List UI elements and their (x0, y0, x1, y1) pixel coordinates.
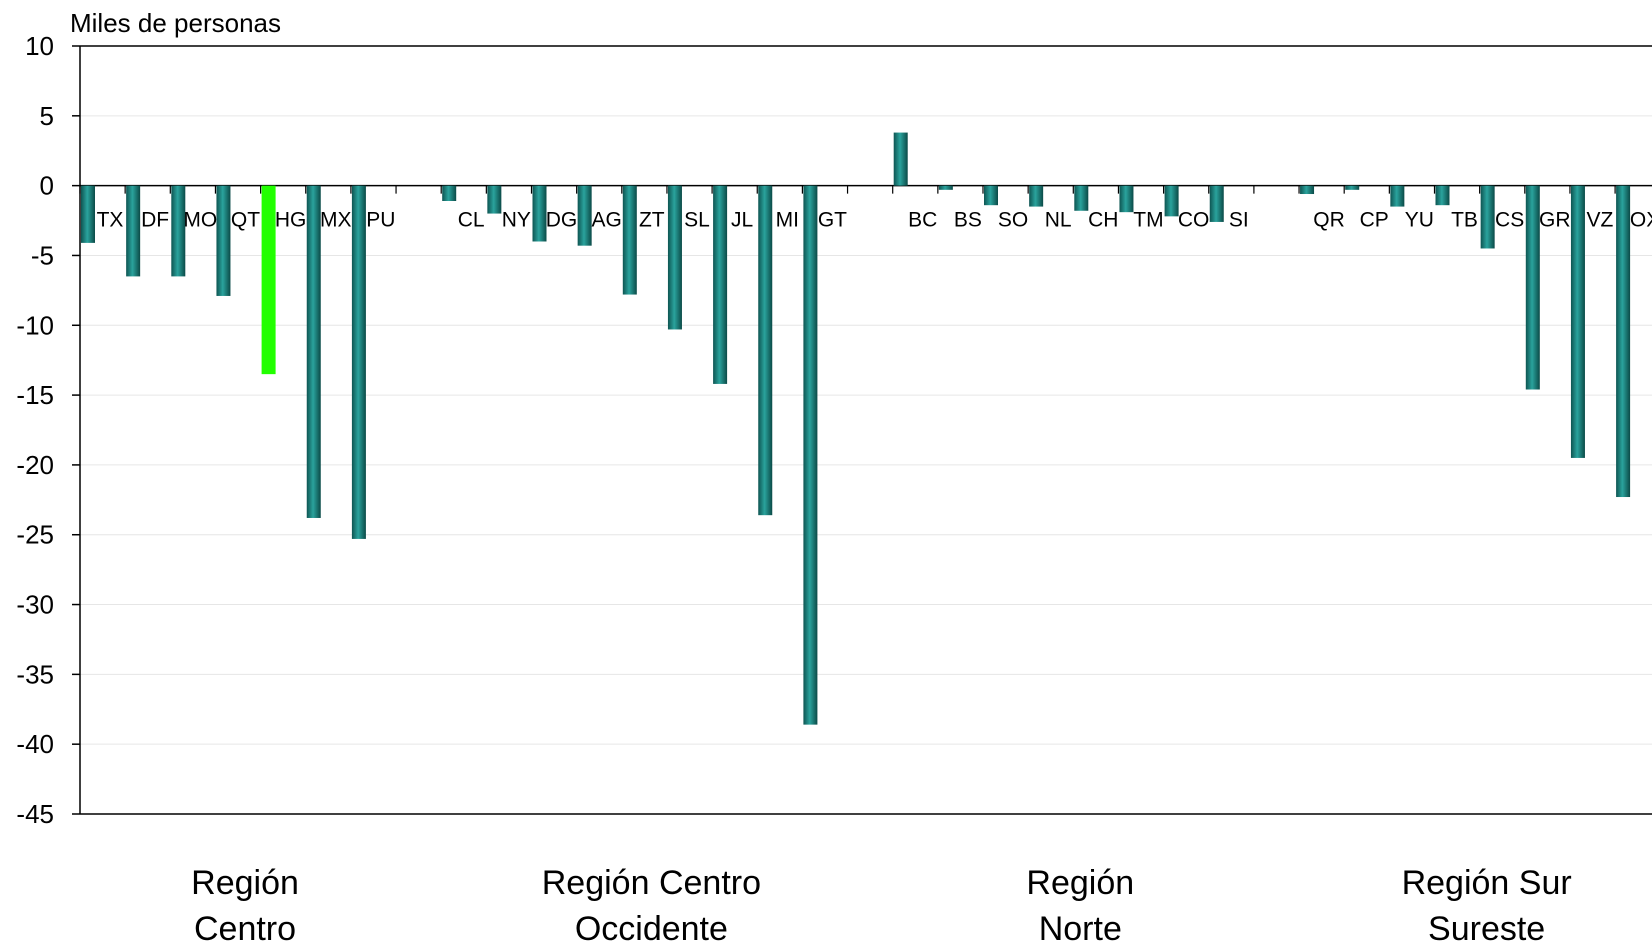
category-label-gr: GR (1539, 209, 1571, 232)
category-label-tb: TB (1451, 209, 1478, 232)
y-tick-label: 10 (25, 31, 54, 61)
gridlines (80, 45, 1652, 745)
category-label-bc: BC (908, 209, 937, 232)
category-label-sl: SL (684, 209, 710, 232)
category-label-df: DF (141, 209, 169, 232)
bar-nl (1029, 185, 1044, 207)
region-label: Región Sur (1402, 864, 1572, 902)
category-label-zt: ZT (639, 209, 665, 232)
category-label-cs: CS (1495, 209, 1524, 232)
region-label: Región (1026, 864, 1134, 902)
category-labels: TX DF MO QT HG MX PU CL NY DG AG ZT SL JL MI GT BC BS SO NL… (97, 209, 1652, 232)
bar-dg (532, 185, 547, 242)
category-label-nl: NL (1045, 209, 1072, 232)
bar-cs (1480, 185, 1495, 249)
category-label-pu: PU (366, 209, 395, 232)
category-label-tx: TX (97, 209, 124, 232)
bar-gt (803, 185, 818, 725)
bar-sl (667, 185, 682, 330)
y-tick-label: -5 (31, 240, 54, 270)
category-label-ny: NY (502, 209, 531, 232)
region-label: Norte (1039, 910, 1122, 946)
bar-zt (622, 185, 637, 295)
category-label-si: SI (1229, 209, 1249, 232)
bar-mo (171, 185, 186, 277)
region-labels: Región Centro Región Centro Occidente Región… (191, 864, 1572, 946)
category-label-cl: CL (458, 209, 485, 232)
bar-gr (1525, 185, 1540, 390)
category-label-ox: OX (1630, 209, 1652, 232)
category-label-mo: MO (183, 209, 217, 232)
bar-tb (1435, 185, 1450, 206)
y-tick-label: -10 (16, 310, 54, 340)
bar-hg (261, 185, 276, 375)
category-label-bs: BS (954, 209, 982, 232)
category-label-qr: QR (1313, 209, 1345, 232)
region-label: Región Centro (542, 864, 761, 902)
bar-tm (1119, 185, 1134, 213)
bar-si (1209, 185, 1224, 222)
category-label-mx: MX (320, 209, 352, 232)
bar-mi (758, 185, 773, 516)
category-label-ch: CH (1088, 209, 1118, 232)
category-label-yu: YU (1405, 209, 1434, 232)
y-tick-label: -45 (16, 799, 54, 829)
bar-vz (1570, 185, 1585, 458)
category-label-tm: TM (1133, 209, 1163, 232)
bar-bc (893, 132, 908, 186)
region-label: Región (191, 864, 299, 902)
category-label-cp: CP (1360, 209, 1389, 232)
region-label: Occidente (575, 910, 728, 946)
bar-yu (1390, 185, 1405, 207)
bar-co (1164, 185, 1179, 217)
axes: 10 5 0 -5 -10 -15 -20 -25 -30 -35 -40 -45 (16, 31, 1652, 829)
bar-jl (713, 185, 728, 384)
bar-qt (216, 185, 231, 296)
y-tick-label: -25 (16, 520, 54, 550)
bar-pu (351, 185, 366, 539)
category-label-hg: HG (275, 209, 307, 232)
bar-ox (1616, 185, 1631, 498)
category-label-jl: JL (731, 209, 753, 232)
category-label-so: SO (998, 209, 1028, 232)
y-tick-label: 0 (40, 171, 54, 201)
category-label-vz: VZ (1587, 209, 1614, 232)
bar-df (126, 185, 141, 277)
bar-ny (487, 185, 502, 214)
y-tick-label: 5 (40, 101, 54, 131)
category-label-gt: GT (818, 209, 847, 232)
bar-ag (577, 185, 592, 246)
category-label-co: CO (1178, 209, 1210, 232)
region-label: Sureste (1428, 910, 1545, 946)
y-tick-label: -15 (16, 380, 54, 410)
bar-qr (1300, 185, 1315, 195)
category-label-ag: AG (591, 209, 621, 232)
bar-tx (81, 185, 95, 243)
region-label: Centro (194, 910, 296, 946)
bar-so (984, 185, 998, 206)
y-axis-unit-label: Miles de personas (70, 8, 281, 38)
bar-cl (442, 185, 457, 201)
y-tick-label: -35 (16, 659, 54, 689)
y-tick-label: -40 (16, 729, 54, 759)
bar-ch (1074, 185, 1089, 211)
bar-bs (938, 185, 953, 190)
category-label-dg: DG (546, 209, 578, 232)
bar-cp (1345, 185, 1360, 190)
y-tick-label: -20 (16, 450, 54, 480)
bar-mx (306, 185, 321, 518)
category-label-qt: QT (231, 209, 260, 232)
category-label-mi: MI (776, 209, 799, 232)
bars (81, 132, 1631, 725)
y-tick-label: -30 (16, 590, 54, 620)
